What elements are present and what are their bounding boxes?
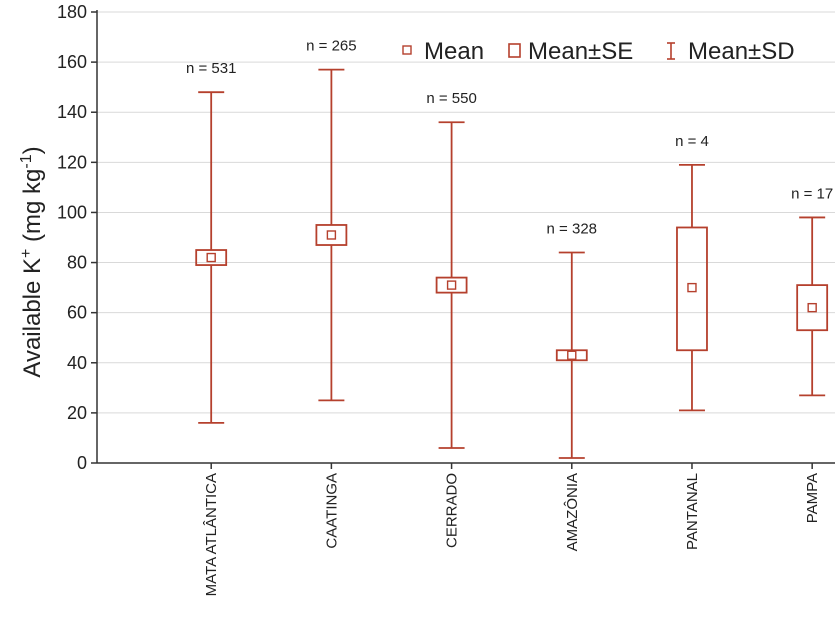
y-axis-label: Available K+ (mg kg-1) [18,146,46,377]
mean-marker [567,350,577,360]
y-tick-label: 160 [57,52,87,72]
mean-marker [687,282,697,293]
y-tick-label: 60 [67,303,87,323]
y-tick-label: 120 [57,152,87,172]
mean-marker [807,302,817,313]
y-axis-label-close: ) [19,146,46,154]
box-group: n = 531 [186,60,236,424]
se-box [676,226,708,352]
se-box [315,224,348,246]
y-tick-label: 80 [67,253,87,273]
sample-size-label: n = 4 [675,133,709,150]
y-tick-label: 100 [57,202,87,222]
box-group: n = 265 [306,38,357,402]
data-marks: n = 531 n = 265 n = 550 n = 328 n = 4 n = 17 [186,38,833,459]
legend-mean-marker [402,45,412,55]
legend-se-marker [508,43,521,58]
sample-size-label: n = 328 [547,221,597,238]
legend-sd-label: Mean±SD [688,38,795,65]
axes [96,10,835,464]
mean-marker [206,252,216,263]
x-tick-label: CAATINGA [323,473,340,549]
se-box [435,276,468,294]
sample-size-label: n = 17 [791,185,833,202]
mean-marker [326,230,337,240]
x-tick-label: MATA ATLÂNTICA [203,473,220,596]
sample-size-label: n = 265 [306,38,356,55]
mean-marker [446,280,457,290]
y-tick-label: 20 [67,403,87,423]
x-tick-label: CERRADO [444,473,461,548]
box-group: n = 550 [426,90,477,449]
sample-size-label: n = 531 [186,60,236,77]
y-axis-ticks: 0 20 40 60 80 100 120 140 160 180 [57,2,97,473]
box-group: n = 4 [675,133,709,412]
se-box [796,284,829,332]
se-box [555,349,588,362]
y-axis-label-unit: (mg kg [19,169,46,249]
y-tick-label: 180 [57,2,87,22]
x-axis-ticks: MATA ATLÂNTICA CAATINGA CERRADO AMAZÔNIA PAN… [203,463,821,596]
x-tick-label: AMAZÔNIA [564,473,581,551]
legend-mean-label: Mean [424,38,484,65]
y-axis-label-main: Available K [19,258,46,378]
y-axis-label-superscript: + [18,249,35,258]
legend: Mean Mean±SE Mean±SD [402,38,795,65]
x-tick-label: PANTANAL [684,473,701,550]
box-group: n = 17 [791,185,833,397]
y-tick-label: 0 [77,453,87,473]
box-group: n = 328 [547,221,597,459]
y-axis-label-unit-superscript: -1 [18,154,35,168]
sample-size-label: n = 550 [426,90,476,107]
legend-se-label: Mean±SE [528,38,633,65]
y-tick-label: 140 [57,102,87,122]
grid-lines [97,11,835,414]
y-tick-label: 40 [67,353,87,373]
se-box [195,249,228,266]
x-tick-label: PAMPA [804,473,821,523]
